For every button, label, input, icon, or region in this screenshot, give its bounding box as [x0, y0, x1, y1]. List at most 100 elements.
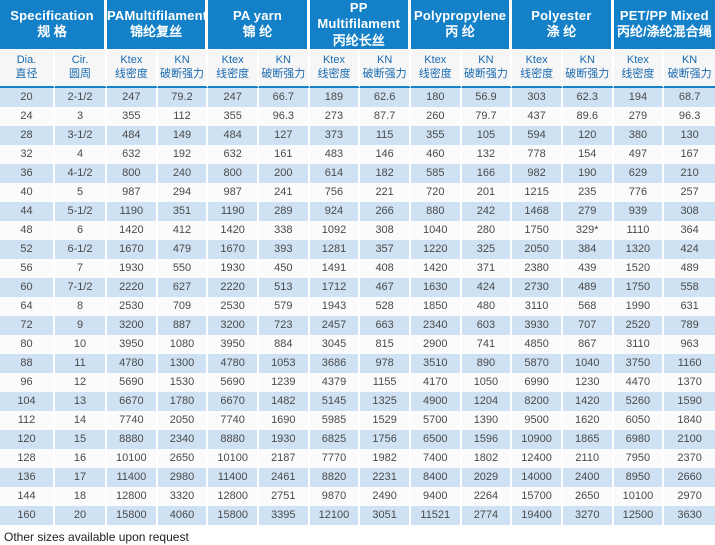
table-cell: 11400 — [208, 467, 259, 487]
col-group-pa-multifilament: PAMultifilament 锦纶复丝 — [107, 0, 209, 49]
table-cell: 8200 — [512, 391, 563, 411]
table-row: 88 11 4780 1300 4780 1053 3686 978 3510 890 5870 10… — [0, 353, 715, 373]
table-cell: 5145 — [309, 391, 361, 411]
table-cell: 867 — [562, 334, 614, 354]
table-cell: 144 — [0, 486, 55, 506]
table-cell: 631 — [664, 296, 715, 316]
table-cell: 115 — [360, 125, 411, 145]
table-cell: 154 — [562, 144, 614, 164]
table-cell: 439 — [562, 258, 614, 278]
table-cell: 149 — [157, 125, 209, 145]
table-cell: 96.3 — [664, 106, 715, 126]
sub-label-cn: 破断强力 — [261, 68, 306, 81]
table-cell: 9400 — [410, 486, 462, 506]
table-cell: 632 — [107, 144, 158, 164]
table-cell: 479 — [157, 239, 209, 259]
table-cell: 4780 — [107, 353, 158, 373]
group-label-en: PAMultifilament — [107, 8, 208, 24]
table-cell: 4-1/2 — [55, 163, 108, 183]
table-cell: 132 — [461, 144, 513, 164]
table-row: 104 13 6670 1780 6670 1482 5145 1325 4900 1204 820… — [0, 391, 715, 411]
table-cell: 3950 — [107, 334, 158, 354]
table-cell: 127 — [258, 125, 310, 145]
table-cell: 1092 — [309, 220, 361, 240]
table-cell: 3950 — [208, 334, 259, 354]
col-header-kn: KN 破断强力 — [562, 48, 614, 88]
table-cell: 1802 — [461, 448, 513, 468]
table-cell: 408 — [360, 258, 411, 278]
table-cell: 489 — [562, 277, 614, 297]
table-cell: 380 — [613, 125, 665, 145]
table-cell: 1690 — [258, 410, 310, 430]
table-cell: 489 — [664, 258, 715, 278]
table-cell: 632 — [208, 144, 259, 164]
table-cell: 982 — [512, 163, 563, 183]
table-cell: 939 — [613, 201, 665, 221]
table-cell: 221 — [360, 182, 411, 202]
table-cell: 13 — [55, 391, 108, 411]
table-cell: 1590 — [664, 391, 715, 411]
group-label-en: PA yarn — [232, 8, 283, 24]
table-cell: 167 — [664, 144, 715, 164]
table-cell: 371 — [461, 258, 513, 278]
table-cell: 11400 — [107, 467, 158, 487]
group-label-en: Polyester — [531, 8, 592, 24]
table-cell: 741 — [461, 334, 513, 354]
table-cell: 48 — [0, 220, 55, 240]
table-cell: 2110 — [562, 448, 614, 468]
table-cell: 6670 — [208, 391, 259, 411]
table-cell: 189 — [309, 87, 361, 107]
table-cell: 3200 — [107, 315, 158, 335]
table-cell: 1040 — [410, 220, 462, 240]
table-cell: 79.2 — [157, 87, 209, 107]
table-cell: 72 — [0, 315, 55, 335]
table-cell: 351 — [157, 201, 209, 221]
table-cell: 66.7 — [258, 87, 310, 107]
table-cell: 1050 — [461, 372, 513, 392]
table-cell: 1160 — [664, 353, 715, 373]
table-row: 60 7-1/2 2220 627 2220 513 1712 467 1630 424 2730 4… — [0, 277, 715, 297]
table-cell: 3 — [55, 106, 108, 126]
table-cell: 308 — [360, 220, 411, 240]
table-row: 72 9 3200 887 3200 723 2457 663 2340 603 3930 707 25… — [0, 315, 715, 335]
table-body: 20 2-1/2 247 79.2 247 66.7 189 62.6 180 56.9 303 62… — [0, 87, 715, 525]
sub-label-en: Ktex — [322, 53, 345, 66]
table-cell: 3110 — [512, 296, 563, 316]
table-cell: 4850 — [512, 334, 563, 354]
footer-note: Other sizes available upon request — [4, 529, 189, 544]
col-group-polypropylene: Polypropylene 丙 纶 — [410, 0, 513, 49]
table-cell: 120 — [0, 429, 55, 449]
table-cell: 720 — [410, 182, 462, 202]
table-cell: 166 — [461, 163, 513, 183]
table-cell: 393 — [258, 239, 310, 259]
table-cell: 235 — [562, 182, 614, 202]
col-header-kn: KN 破断强力 — [360, 48, 411, 88]
table-cell: 1712 — [309, 277, 361, 297]
table-cell: 1990 — [613, 296, 665, 316]
table-cell: 3510 — [410, 353, 462, 373]
table-cell: 325 — [461, 239, 513, 259]
table-cell: 8880 — [107, 429, 158, 449]
table-cell: 2457 — [309, 315, 361, 335]
table-cell: 629 — [613, 163, 665, 183]
col-header-ktex: Ktex 线密度 — [107, 48, 158, 88]
table-cell: 528 — [360, 296, 411, 316]
sub-label-cn: 线密度 — [114, 68, 148, 81]
table-cell: 190 — [562, 163, 614, 183]
table-cell: 7 — [55, 258, 108, 278]
table-cell: 7950 — [613, 448, 665, 468]
table-cell: 120 — [562, 125, 614, 145]
table-cell: 2970 — [664, 486, 715, 506]
table-row: 52 6-1/2 1670 479 1670 393 1281 357 1220 325 2050 3… — [0, 239, 715, 259]
sub-label-cn: 线密度 — [621, 68, 655, 81]
table-cell: 182 — [360, 163, 411, 183]
table-cell: 9 — [55, 315, 108, 335]
spec-table: Specification 规 格 PAMultifilament 锦纶复丝 P… — [0, 0, 715, 525]
table-cell: 32 — [0, 144, 55, 164]
table-cell: 210 — [664, 163, 715, 183]
table-cell: 550 — [157, 258, 209, 278]
table-cell: 112 — [157, 106, 209, 126]
table-cell: 2050 — [157, 410, 209, 430]
table-cell: 2050 — [512, 239, 563, 259]
table-cell: 279 — [562, 201, 614, 221]
